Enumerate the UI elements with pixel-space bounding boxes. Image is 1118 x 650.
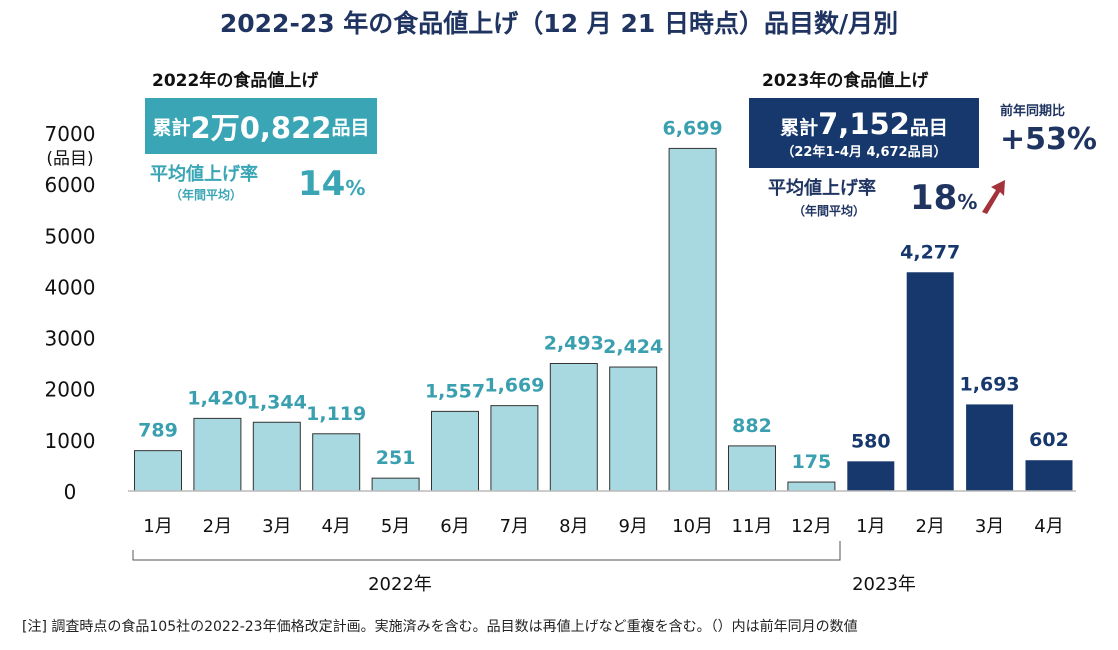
rate-unit: % (345, 176, 366, 200)
yoy-label: 前年同期比 (1000, 104, 1066, 119)
group-label-2022: 2022年 (368, 574, 432, 595)
y-tick-label: 0 (64, 480, 77, 504)
summary-2022-heading: 2022年の食品値上げ (152, 71, 319, 91)
data-label: 882 (732, 415, 772, 437)
bar-chart: 0 1000 2000 3000 4000 5000 6000 7000 (品目) 789 1月 1,… (45, 117, 1076, 595)
y-tick-label: 1000 (45, 429, 96, 453)
x-tick-label: 6月 (440, 516, 469, 537)
rate-2022-sub: （年間平均） (170, 188, 243, 202)
data-label: 251 (376, 447, 416, 469)
up-arrow-icon (982, 180, 1005, 214)
bar (193, 417, 242, 492)
group-bracket-2022 (132, 541, 841, 561)
x-tick-label: 3月 (262, 516, 291, 537)
chart-title: 2022-23 年の食品値上げ（12 月 21 日時点）品目数/月別 (219, 9, 899, 38)
data-label: 4,277 (900, 241, 960, 263)
rate-2023-value: 18% (910, 178, 977, 218)
bar (134, 450, 182, 492)
rate-unit: % (957, 190, 978, 214)
data-label: 1,420 (187, 387, 247, 409)
data-label: 1,557 (425, 380, 485, 402)
rate-number: 14 (298, 164, 346, 204)
x-tick-label: 12月 (791, 516, 832, 537)
y-tick-label: 6000 (45, 173, 96, 197)
total-suffix: 品目 (331, 116, 370, 139)
total-value: 7,152 (818, 106, 910, 141)
summary-2022-total: 累計 2万0,822 品目 (145, 98, 377, 154)
x-tick-label: 1月 (856, 516, 885, 537)
summary-2023-total: 累計7,152品目 （22年1-4月 4,672品目） (749, 98, 979, 168)
x-tick-label: 2月 (915, 516, 944, 537)
bar (431, 410, 479, 492)
x-tick-label: 5月 (381, 516, 410, 537)
data-label: 1,693 (960, 373, 1020, 395)
bar (1025, 460, 1073, 491)
y-tick-label: 3000 (45, 327, 96, 351)
rate-2022-value: 14% (298, 164, 365, 204)
rate-2023-sub: （年間平均） (793, 204, 866, 218)
data-label: 580 (851, 430, 891, 452)
rate-number: 18 (910, 178, 958, 218)
bar (728, 445, 776, 492)
bar (787, 481, 836, 492)
rate-2023-label: 平均値上げ率 (768, 178, 876, 199)
x-tick-label: 1月 (143, 516, 172, 537)
bar (966, 404, 1014, 491)
data-label: 602 (1029, 429, 1069, 451)
rate-2022-label: 平均値上げ率 (150, 164, 258, 185)
bar (906, 272, 954, 491)
bar (371, 477, 420, 492)
bar (609, 366, 658, 492)
data-label: 789 (138, 420, 178, 442)
y-axis-label: (品目) (46, 149, 93, 169)
total-note: （22年1-4月 4,672品目） (781, 144, 947, 160)
y-tick-label: 2000 (45, 378, 96, 402)
y-tick-label: 5000 (45, 224, 96, 248)
total-prefix: 累計 (780, 116, 819, 139)
total-suffix: 品目 (909, 116, 948, 139)
yoy-value: +53% (1000, 122, 1097, 157)
x-tick-label: 8月 (559, 516, 588, 537)
x-tick-label: 4月 (1034, 516, 1063, 537)
footnote: [注] 調査時点の食品105社の2022-23年価格改定計画。実施済みを含む。品… (22, 619, 858, 635)
data-label: 6,699 (663, 117, 723, 139)
x-tick-label: 10月 (672, 516, 713, 537)
data-label: 1,119 (306, 403, 366, 425)
total-prefix: 累計 (152, 116, 191, 139)
bar (490, 405, 539, 492)
x-tick-label: 7月 (500, 516, 529, 537)
x-tick-label: 2月 (203, 516, 232, 537)
bar (312, 433, 361, 492)
bar (668, 147, 717, 492)
data-label: 2,424 (603, 336, 663, 358)
data-label: 2,493 (544, 333, 604, 355)
x-tick-label: 3月 (975, 516, 1004, 537)
bar (549, 363, 598, 492)
bar (252, 421, 301, 492)
x-tick-label: 11月 (732, 516, 773, 537)
y-tick-label: 7000 (45, 122, 96, 146)
total-value: 2万0,822 (190, 111, 332, 145)
summary-2023-heading: 2023年の食品値上げ (762, 71, 929, 91)
data-label: 1,344 (247, 391, 307, 413)
x-tick-label: 4月 (321, 516, 350, 537)
bar (847, 461, 895, 491)
data-label: 1,669 (484, 375, 544, 397)
y-tick-label: 4000 (45, 275, 96, 299)
group-label-2023: 2023年 (852, 574, 916, 595)
data-label: 175 (792, 451, 832, 473)
x-tick-label: 9月 (618, 516, 647, 537)
